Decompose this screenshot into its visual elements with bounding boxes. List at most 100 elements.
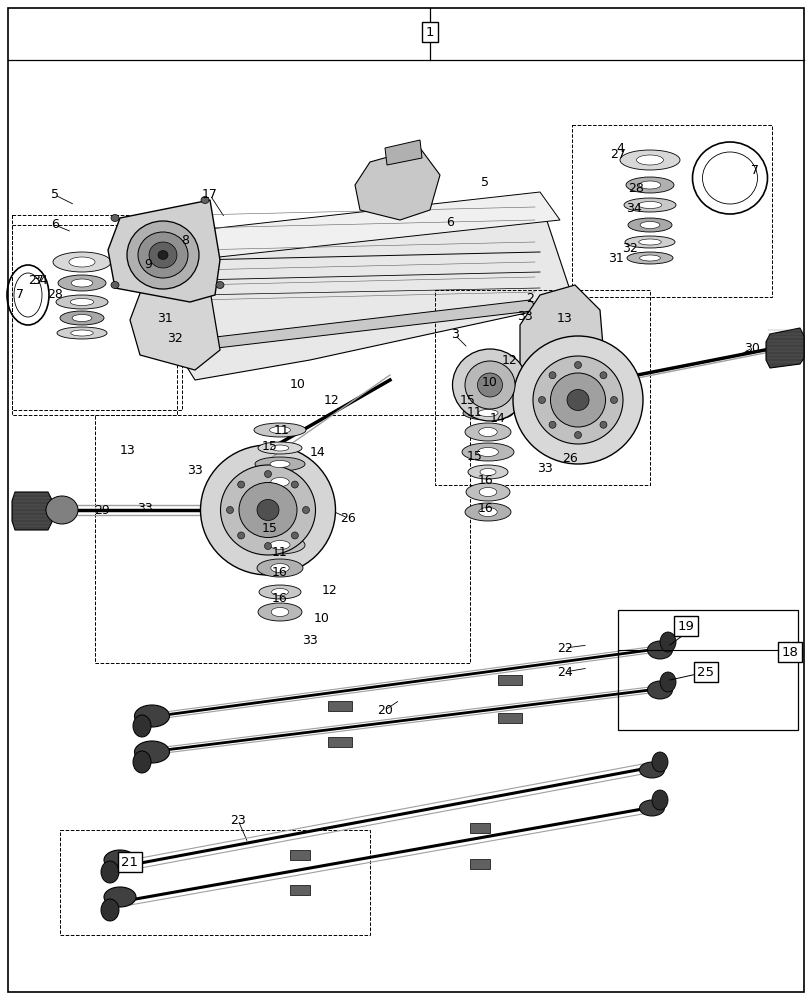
Text: 4: 4 (616, 141, 623, 154)
Text: 10: 10 (290, 377, 306, 390)
Ellipse shape (574, 361, 581, 368)
Text: 12: 12 (324, 393, 340, 406)
Text: 32: 32 (621, 241, 637, 254)
Ellipse shape (111, 215, 119, 222)
Text: 16: 16 (272, 591, 288, 604)
Polygon shape (130, 255, 220, 370)
Ellipse shape (610, 396, 616, 403)
Polygon shape (12, 492, 52, 530)
Ellipse shape (71, 298, 93, 306)
Ellipse shape (257, 473, 303, 491)
Ellipse shape (271, 607, 289, 616)
Ellipse shape (532, 356, 622, 444)
Ellipse shape (462, 406, 513, 420)
Ellipse shape (56, 295, 108, 309)
Bar (328, 701, 351, 711)
Bar (328, 737, 351, 747)
Text: 20: 20 (376, 704, 393, 716)
Ellipse shape (69, 257, 95, 267)
Ellipse shape (258, 442, 302, 454)
Text: 10: 10 (314, 611, 329, 624)
Bar (617, 610, 797, 730)
Ellipse shape (478, 395, 496, 401)
Ellipse shape (513, 336, 642, 464)
Ellipse shape (477, 373, 502, 397)
Bar (95, 415, 470, 663)
Ellipse shape (135, 705, 169, 727)
Ellipse shape (60, 311, 104, 325)
Ellipse shape (478, 488, 496, 496)
Ellipse shape (101, 899, 119, 921)
Ellipse shape (257, 518, 303, 532)
Ellipse shape (599, 372, 606, 379)
Polygon shape (190, 300, 539, 350)
Ellipse shape (135, 741, 169, 763)
Ellipse shape (477, 448, 498, 456)
Bar (60, 830, 370, 935)
Ellipse shape (201, 196, 208, 204)
Text: 13: 13 (120, 444, 135, 456)
Polygon shape (200, 192, 560, 258)
Text: 26: 26 (340, 512, 355, 524)
Text: 11: 11 (466, 406, 483, 418)
Ellipse shape (57, 327, 107, 339)
Ellipse shape (53, 252, 111, 272)
Text: 14: 14 (310, 446, 325, 458)
Ellipse shape (270, 522, 289, 528)
Polygon shape (519, 285, 604, 395)
Ellipse shape (257, 499, 279, 520)
Ellipse shape (104, 850, 135, 870)
Text: 33: 33 (137, 502, 152, 514)
Text: 18: 18 (781, 646, 797, 658)
Polygon shape (354, 148, 440, 220)
Text: 33: 33 (302, 634, 317, 647)
Ellipse shape (623, 198, 676, 212)
Ellipse shape (158, 250, 168, 259)
Ellipse shape (478, 508, 496, 516)
Ellipse shape (270, 540, 290, 550)
Ellipse shape (200, 445, 335, 575)
Ellipse shape (264, 542, 271, 550)
Ellipse shape (264, 471, 271, 478)
Text: 2: 2 (526, 292, 534, 304)
Ellipse shape (659, 632, 676, 652)
Text: 27: 27 (28, 273, 44, 286)
Text: 21: 21 (122, 856, 139, 868)
Text: 10: 10 (482, 376, 497, 389)
Text: 27: 27 (609, 148, 625, 161)
Text: 25: 25 (697, 666, 714, 678)
Ellipse shape (461, 375, 513, 389)
Ellipse shape (111, 282, 119, 288)
Ellipse shape (461, 443, 513, 461)
Ellipse shape (270, 460, 290, 468)
Text: 26: 26 (561, 452, 577, 464)
Text: 17: 17 (202, 188, 217, 202)
Ellipse shape (254, 493, 306, 511)
Text: 22: 22 (556, 642, 573, 654)
Ellipse shape (104, 887, 135, 907)
Text: 34: 34 (625, 202, 641, 215)
Bar (470, 859, 489, 869)
Text: 5: 5 (480, 176, 488, 188)
Ellipse shape (291, 481, 298, 488)
Ellipse shape (466, 392, 509, 404)
Text: 32: 32 (167, 332, 182, 344)
Ellipse shape (238, 481, 244, 488)
Ellipse shape (216, 282, 224, 288)
Ellipse shape (599, 421, 606, 428)
Ellipse shape (467, 465, 508, 479)
Ellipse shape (566, 389, 588, 410)
Ellipse shape (269, 497, 290, 506)
Ellipse shape (636, 155, 663, 165)
Text: 34: 34 (32, 273, 48, 286)
Text: 29: 29 (94, 504, 109, 516)
Ellipse shape (465, 503, 510, 521)
Polygon shape (108, 200, 220, 302)
Bar (470, 823, 489, 833)
Ellipse shape (72, 314, 92, 322)
Ellipse shape (646, 641, 672, 659)
Ellipse shape (466, 483, 509, 501)
Polygon shape (169, 200, 569, 380)
Text: 7: 7 (16, 288, 24, 302)
Ellipse shape (269, 426, 290, 434)
